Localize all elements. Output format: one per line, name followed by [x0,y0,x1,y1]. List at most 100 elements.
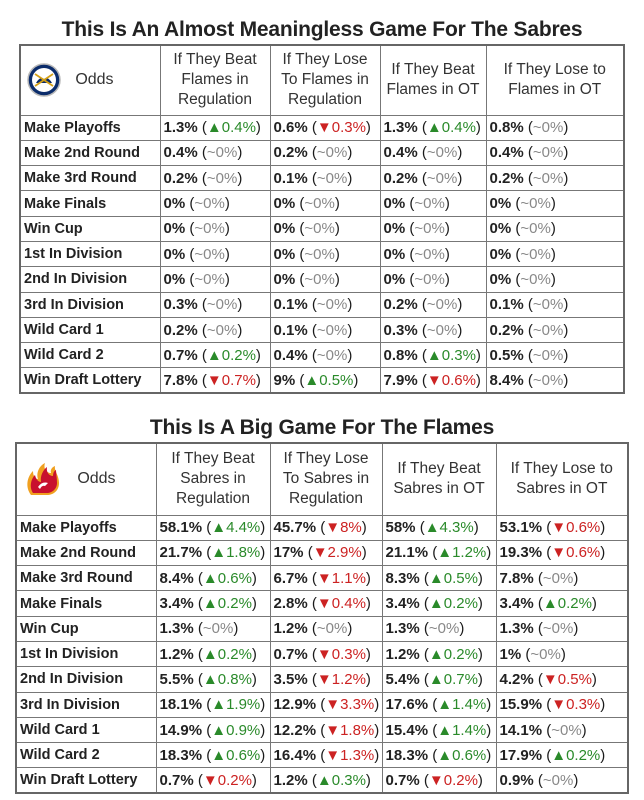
flames-odds-table: Odds If They Beat Sabres in Regulation I… [15,442,629,795]
odds-change: ▼0.6% [551,544,601,562]
odds-cell: 12.9% (▼3.3%) [269,691,383,718]
row-label: 3rd In Division [15,691,157,718]
odds-change: ~0% [426,321,458,339]
odds-value: 17.6% [385,696,429,714]
flames-table-row: Win Cup 1.3% (~0%) 1.2% (~0%) 1.3% (~0%) 1.3… [15,615,629,642]
odds-value: 16.4% [273,746,317,764]
odds-cell: 18.3% (▲0.6%) [155,742,271,769]
odds-cell: 6.7% (▼1.1%) [269,565,383,592]
odds-cell: 3.5% (▼1.2%) [269,666,383,693]
odds-value: 0% [383,195,406,213]
odds-change: ~0% [520,195,551,213]
odds-change: ▲4.4% [211,519,261,537]
flames-table-row: 1st In Division 1.2% (▲0.2%) 0.7% (▼0.3%) 1… [15,640,629,668]
sabres-table-row: Wild Card 2 0.7% (▲0.2%) 0.4% (~0%) 0.8% (▲… [19,342,625,369]
sabres-col-header: If They Beat Flames in Regulation [159,44,271,116]
sabres-col-header: If They Beat Flames in OT [379,44,487,116]
odds-change: ▲0.9% [211,721,261,739]
odds-cell: 0% (~0%) [159,190,271,217]
flames-table-row: Make 3rd Round 8.4% (▲0.6%) 6.7% (▼1.1%) 8.… [15,565,629,592]
odds-change: ▼0.3% [316,119,366,137]
odds-change: ~0% [542,569,574,587]
odds-value: 14.9% [159,721,203,739]
odds-cell: 1.2% (▲0.2%) [381,640,497,668]
odds-value: 0.9% [499,771,534,789]
odds-cell: 0.9% (~0%) [495,767,629,794]
odds-change: ▼2.9% [312,544,362,562]
odds-value: 0.1% [273,321,308,339]
odds-change: ~0% [520,220,551,238]
odds-change: ▲1.4% [437,696,487,714]
odds-change: ▼0.4% [316,595,366,613]
row-label: Make 3rd Round [15,565,157,592]
odds-value: 7.8% [499,569,534,587]
sabres-table-row: 3rd In Division 0.3% (~0%) 0.1% (~0%) 0.2% … [19,291,625,318]
odds-cell: 1.3% (▲0.4%) [159,114,271,141]
odds-cell: 53.1% (▼0.6%) [495,514,629,541]
odds-change: ~0% [206,144,238,162]
row-label: 1st In Division [19,240,161,268]
odds-cell: 17.6% (▲1.4%) [381,691,497,718]
odds-cell: 58% (▲4.3%) [381,514,497,541]
odds-value: 5.5% [159,670,194,688]
odds-change: ~0% [426,169,458,187]
flames-col-header: If They Beat Sabres in OT [381,442,497,516]
odds-change: ▼3.3% [325,696,375,714]
odds-cell: 21.1% (▲1.2%) [381,539,497,567]
odds-value: 0% [163,245,186,263]
odds-value: 21.7% [159,544,203,562]
odds-change: ~0% [304,270,335,288]
odds-change: ▲0.3% [426,346,476,364]
odds-value: 3.4% [159,595,194,613]
odds-change: ▼0.7% [206,371,256,389]
odds-change: ▼1.2% [316,670,366,688]
odds-cell: 19.3% (▼0.6%) [495,539,629,567]
odds-cell: 0.2% (~0%) [379,291,487,318]
odds-value: 0.4% [163,144,198,162]
odds-value: 9% [273,371,296,389]
row-label: Make Playoffs [15,514,157,541]
odds-value: 15.9% [499,696,543,714]
odds-cell: 0.1% (~0%) [269,165,381,192]
odds-cell: 3.4% (▲0.2%) [495,590,629,617]
odds-value: 2.8% [273,595,308,613]
odds-change: ~0% [532,296,564,314]
odds-value: 3.4% [499,595,534,613]
flames-table-row: 2nd In Division 5.5% (▲0.8%) 3.5% (▼1.2%) 5… [15,666,629,693]
odds-value: 0.3% [163,296,198,314]
odds-value: 0% [273,195,296,213]
odds-cell: 0% (~0%) [379,266,487,293]
odds-cell: 1.3% (~0%) [155,615,271,642]
odds-value: 1.2% [273,620,308,638]
odds-cell: 0% (~0%) [159,215,271,242]
odds-value: 0.2% [383,169,418,187]
odds-value: 6.7% [273,569,308,587]
odds-cell: 0% (~0%) [379,240,487,268]
odds-change: ▼0.5% [542,670,592,688]
odds-value: 0.4% [489,144,524,162]
odds-change: ▲0.5% [304,371,354,389]
odds-cell: 0.2% (~0%) [159,165,271,192]
odds-cell: 0.2% (~0%) [485,165,625,192]
odds-cell: 18.1% (▲1.9%) [155,691,271,718]
odds-cell: 12.2% (▼1.8%) [269,716,383,744]
odds-cell: 1.2% (~0%) [269,615,383,642]
flames-table-body: Make Playoffs 58.1% (▲4.4%) 45.7% (▼8%) 58%… [15,514,629,794]
odds-change: ~0% [304,245,335,263]
odds-change: ~0% [426,296,458,314]
odds-change: ▲0.6% [437,746,487,764]
odds-cell: 15.4% (▲1.4%) [381,716,497,744]
row-label: Make 2nd Round [15,539,157,567]
sabres-odds-section: This Is An Almost Meaningless Game For T… [0,16,644,395]
odds-cell: 0.8% (▲0.3%) [379,342,487,369]
sabres-table-row: Make Playoffs 1.3% (▲0.4%) 0.6% (▼0.3%) 1.3… [19,114,625,141]
odds-change: ~0% [206,321,238,339]
odds-cell: 1.3% (~0%) [495,615,629,642]
odds-value: 0% [383,270,406,288]
odds-cell: 8.4% (▲0.6%) [155,565,271,592]
odds-change: ▲0.8% [202,670,252,688]
odds-value: 1.3% [163,119,198,137]
odds-cell: 14.9% (▲0.9%) [155,716,271,744]
odds-value: 0.8% [489,119,524,137]
row-label: Wild Card 2 [15,742,157,769]
